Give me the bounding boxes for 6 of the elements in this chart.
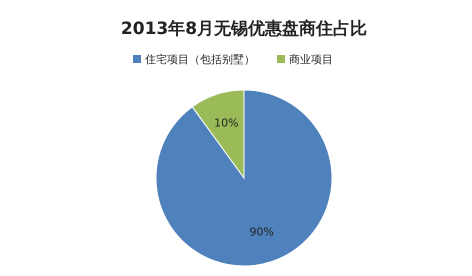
- data-label: 10%: [214, 116, 239, 130]
- chart-title: 2013年8月无锡优惠盘商住占比: [120, 19, 368, 39]
- data-label: 90%: [249, 225, 274, 238]
- pie-slice: [156, 90, 332, 266]
- legend-label: 商业项目: [289, 53, 333, 66]
- legend-label: 住宅项目（包括别墅）: [145, 53, 255, 66]
